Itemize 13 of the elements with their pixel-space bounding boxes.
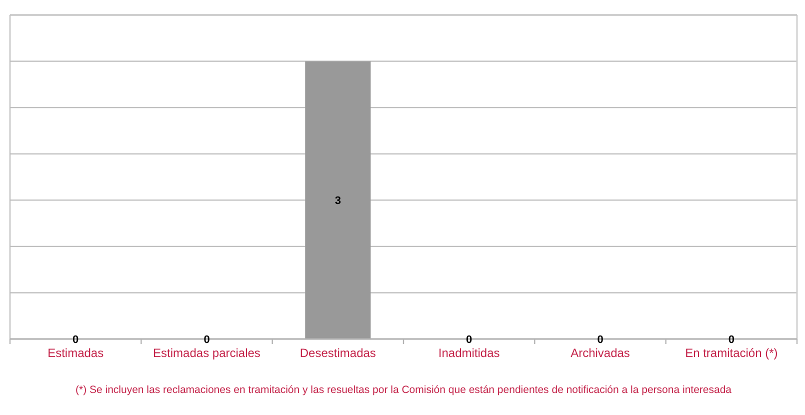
data-label: 0 bbox=[597, 334, 604, 346]
data-label: 3 bbox=[334, 194, 341, 207]
text: (*) Se incluyen las reclamaciones en tramitación y las resueltas por la Comisión que están pendientes de notificación a la persona interesada bbox=[75, 384, 732, 396]
x-tick-label: En tramitación (*) bbox=[685, 346, 778, 360]
data-label: 0 bbox=[728, 334, 734, 346]
data-label: 0 bbox=[204, 334, 210, 346]
x-tick-label: Estimadas bbox=[48, 346, 104, 360]
data-label: 0 bbox=[466, 334, 472, 346]
x-tick-label: Inadmitidas bbox=[438, 346, 500, 360]
x-tick-label: Archivadas bbox=[570, 346, 630, 360]
x-tick-label: Desestimadas bbox=[300, 346, 376, 360]
data-label: 0 bbox=[72, 334, 79, 346]
x-tick-label: Estimadas parciales bbox=[153, 346, 260, 360]
